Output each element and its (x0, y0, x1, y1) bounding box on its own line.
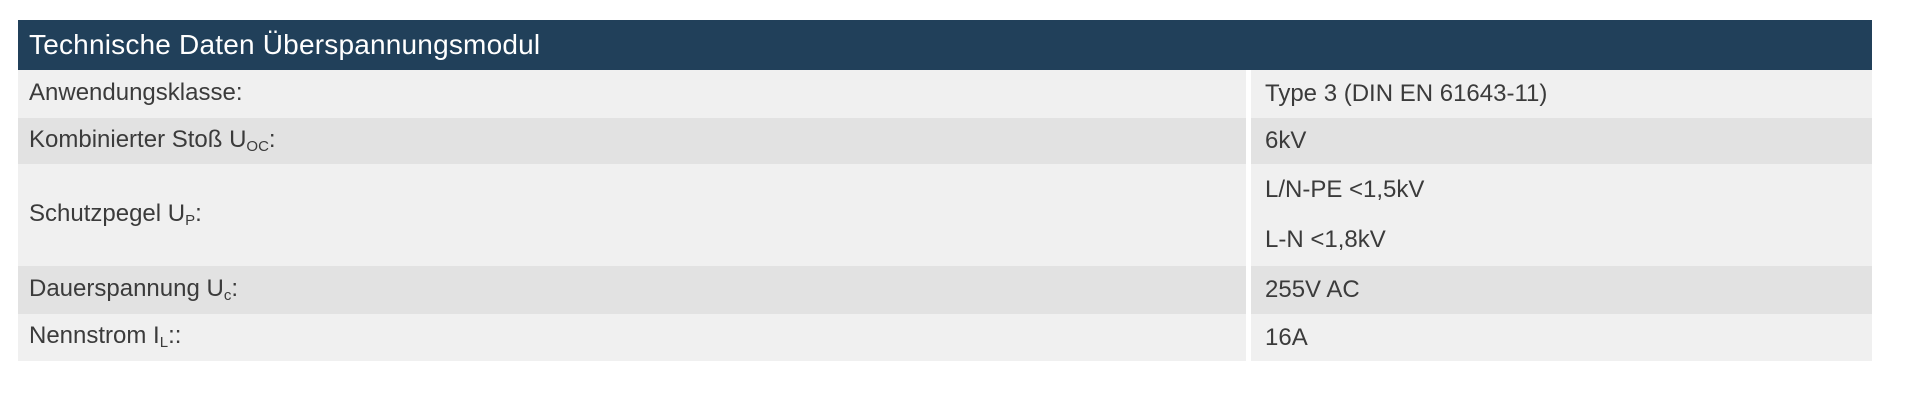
row-label-cell: Nennstrom IL:: (18, 314, 1246, 361)
row-value-cell: 255V AC (1251, 266, 1872, 314)
technical-data-table: Technische Daten Überspannungsmodul Anwe… (18, 20, 1872, 361)
row-value: 16A (1265, 323, 1308, 351)
row-value: L/N-PE <1,5kV (1265, 176, 1425, 203)
row-value-cell: Type 3 (DIN EN 61643-11) (1251, 70, 1872, 118)
row-label-cell: Schutzpegel UP: (18, 164, 1246, 266)
row-label-cell: Dauerspannung Uc: (18, 266, 1246, 314)
row-label: Anwendungsklasse: (29, 78, 243, 106)
row-label: Schutzpegel UP: (29, 199, 202, 230)
table-title-bar: Technische Daten Überspannungsmodul (18, 20, 1872, 70)
row-label-cell: Kombinierter Stoß UOC: (18, 118, 1246, 164)
table-row: Schutzpegel UP: L/N-PE <1,5kV L-N <1,8kV (18, 164, 1872, 266)
table-title: Technische Daten Überspannungsmodul (29, 29, 541, 60)
row-label: Dauerspannung Uc: (29, 274, 238, 305)
row-label-cell: Anwendungsklasse: (18, 70, 1246, 118)
row-value: 6kV (1265, 127, 1307, 154)
table-row: Nennstrom IL:: 16A (18, 314, 1872, 361)
row-label: Kombinierter Stoß UOC: (29, 125, 276, 156)
row-value: 255V AC (1265, 276, 1360, 303)
row-value-cell: 16A (1251, 314, 1872, 361)
table-row: Dauerspannung Uc: 255V AC (18, 266, 1872, 314)
row-value-cell: 6kV (1251, 118, 1872, 164)
table-row: Anwendungsklasse: Type 3 (DIN EN 61643-1… (18, 70, 1872, 118)
row-value: L-N <1,8kV (1265, 226, 1386, 253)
row-label: Nennstrom IL:: (29, 322, 182, 352)
row-value-cell: L/N-PE <1,5kV L-N <1,8kV (1251, 164, 1872, 266)
table-row: Kombinierter Stoß UOC: 6kV (18, 118, 1872, 164)
row-value: Type 3 (DIN EN 61643-11) (1265, 80, 1548, 107)
